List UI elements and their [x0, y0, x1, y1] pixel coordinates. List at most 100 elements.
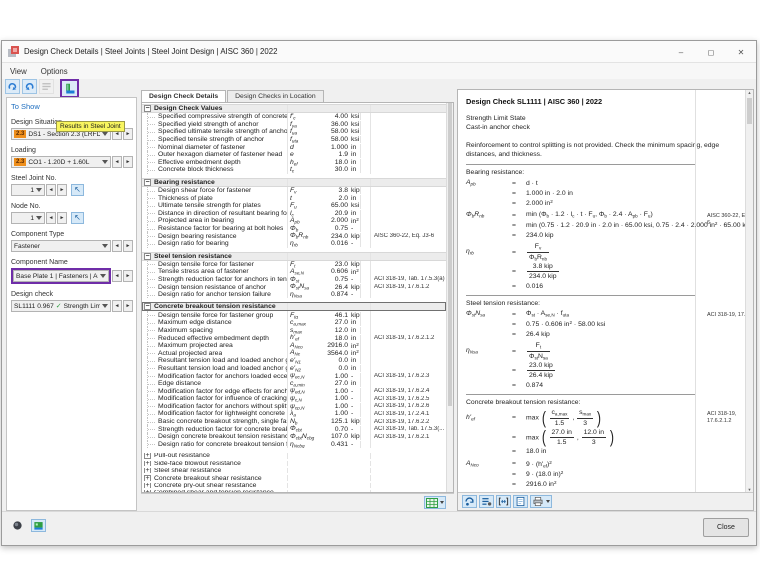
check-value-row[interactable]: Specified compressive strength of concre…	[142, 113, 446, 121]
check-value-row[interactable]: Concrete block thickness tc 30.0 in	[142, 166, 446, 174]
component-name-prev-button[interactable]: ◄	[112, 270, 122, 282]
check-value-row[interactable]: Resultant tension load and loaded anchor…	[142, 364, 446, 373]
jump-to-location-button[interactable]	[22, 79, 37, 94]
expand-icon[interactable]: +	[144, 467, 151, 474]
report-page-button[interactable]	[513, 495, 528, 508]
expand-icon[interactable]: +	[144, 453, 151, 459]
fit-width-button[interactable]	[496, 495, 511, 508]
check-value-row[interactable]: Modification factor for lightweight conc…	[142, 410, 446, 418]
minimize-button[interactable]: –	[678, 47, 684, 57]
check-value-row[interactable]: Modification factor for influence of cra…	[142, 395, 446, 403]
component-name-select[interactable]: Base Plate 1 | Fasteners | Anchor 1, 1	[13, 270, 109, 282]
check-value-row[interactable]: Nominal diameter of fastener d 1.000 in	[142, 143, 446, 151]
collapse-icon[interactable]: −	[144, 252, 151, 260]
check-value-row[interactable]: Projected area in bearing Apb 2.000 in2	[142, 216, 446, 225]
export-table-button[interactable]	[424, 496, 446, 509]
expand-icon[interactable]: +	[144, 482, 151, 489]
check-value-row[interactable]: Modification factor for anchors loaded e…	[142, 372, 446, 380]
check-value-row[interactable]: Design tension resistance of anchor ΦstNs…	[142, 283, 446, 291]
design-check-select[interactable]: SL1111 0.967 ✓ Strength Limit St...	[11, 300, 111, 312]
check-value-row[interactable]: Design ratio for concrete breakout tensi…	[142, 440, 446, 449]
expand-icon[interactable]: +	[144, 490, 151, 492]
result-navigation-button[interactable]	[462, 495, 477, 508]
section-header-row[interactable]: +Combined shear and tension resistance	[142, 489, 446, 492]
check-value-row[interactable]: Ultimate tensile strength for plates Fu 65…	[142, 201, 446, 210]
title-bar[interactable]: Design Check Details | Steel Joints | St…	[2, 41, 756, 63]
component-type-select[interactable]: Fastener	[11, 240, 111, 252]
check-value-row[interactable]: Design tensile force for fastener Ft 23.0 k…	[142, 260, 446, 269]
results-in-steel-joint-button[interactable]	[62, 81, 77, 96]
check-value-row[interactable]: Design bearing resistance ΦbRnb 234.0 kip AI…	[142, 232, 446, 240]
check-value-row[interactable]: Modification factor for anchors without …	[142, 402, 446, 411]
design-check-next-button[interactable]: ►	[123, 300, 133, 312]
check-value-row[interactable]: Maximum edge distance ca,max 27.0 in	[142, 319, 446, 327]
check-value-row[interactable]: Strength reduction factor for anchors in…	[142, 275, 446, 284]
collapse-icon[interactable]: −	[144, 303, 151, 311]
section-header-row[interactable]: + Concrete pry-out shear resistance	[142, 481, 446, 490]
section-header-row[interactable]: + Concrete breakout shear resistance	[142, 474, 446, 482]
loading-select[interactable]: 2.3 CO1 - 1.20D + 1.60L	[11, 156, 111, 168]
check-value-row[interactable]: Basic concrete breakout strength, single…	[142, 417, 446, 426]
check-value-row[interactable]: Design tensile force for fastener group F…	[142, 311, 446, 320]
check-value-row[interactable]: Reduced effective embedment depth h'ef 18.…	[142, 334, 446, 342]
pick-steel-joint-button[interactable]: ↖	[71, 184, 84, 196]
menu-options[interactable]: Options	[40, 66, 68, 76]
close-button[interactable]: Close	[703, 518, 749, 537]
check-value-row[interactable]: Specified ultimate tensile strength of a…	[142, 128, 446, 136]
tab-design-check-details[interactable]: Design Check Details	[141, 90, 227, 102]
collapse-icon[interactable]: −	[144, 105, 151, 112]
check-value-row[interactable]: Strength reduction factor for concrete b…	[142, 425, 446, 433]
node-no-select[interactable]: 1	[11, 212, 45, 224]
check-value-row[interactable]: Resultant tension load and loaded anchor…	[142, 357, 446, 365]
check-value-row[interactable]: Maximum spacing smax 12.0 in	[142, 326, 446, 335]
check-value-row[interactable]: Distance in direction of resultant beari…	[142, 209, 446, 218]
section-header-row[interactable]: + Pull-out resistance	[142, 452, 446, 460]
steel-joint-prev-button[interactable]: ◄	[46, 184, 56, 196]
menu-view[interactable]: View	[10, 66, 27, 76]
scroll-up-icon[interactable]: ▲	[747, 90, 752, 95]
check-value-row[interactable]: Specified yield strength of anchor fya 36.…	[142, 120, 446, 129]
check-value-row[interactable]: Design ratio for anchor tension failure η…	[142, 290, 446, 299]
check-value-row[interactable]: Tensile stress area of fastener Ase,N 0.60…	[142, 267, 446, 276]
check-value-row[interactable]: Design concrete breakout tension resista…	[142, 432, 446, 441]
scroll-down-icon[interactable]: ▼	[747, 487, 752, 492]
tab-design-checks-in-location[interactable]: Design Checks in Location	[227, 90, 324, 102]
check-value-row[interactable]: Design shear force for fastener Fv 3.8 kip	[142, 186, 446, 195]
section-header-row[interactable]: − Steel tension resistance	[142, 251, 446, 261]
check-value-row[interactable]: Outer hexagon diameter of fastener head e…	[142, 150, 446, 159]
design-check-prev-button[interactable]: ◄	[112, 300, 122, 312]
section-header-row[interactable]: − Design Check Values	[142, 104, 446, 113]
detail-settings-button[interactable]	[479, 495, 494, 508]
check-value-row[interactable]: Effective embedment depth hef 18.0 in	[142, 158, 446, 167]
pick-node-button[interactable]: ↖	[71, 212, 84, 224]
section-header-row[interactable]: − Concrete breakout tension resistance	[142, 302, 446, 312]
check-value-row[interactable]: Modification factor for edge effects for…	[142, 387, 446, 395]
component-name-next-button[interactable]: ►	[123, 270, 133, 282]
check-value-row[interactable]: Resistance factor for bearing at bolt ho…	[142, 224, 446, 233]
check-value-row[interactable]: Thickness of plate t 2.0 in	[142, 194, 446, 202]
table-scrollbar[interactable]	[446, 103, 453, 492]
design-situation-next-button[interactable]: ►	[123, 128, 133, 140]
loading-prev-button[interactable]: ◄	[112, 156, 122, 168]
check-value-row[interactable]: Edge distance ca,min 27.0 in	[142, 379, 446, 388]
loading-next-button[interactable]: ►	[123, 156, 133, 168]
show-in-graphic-button[interactable]	[31, 519, 46, 532]
print-button[interactable]	[530, 495, 552, 508]
section-header-row[interactable]: + Steel shear resistance	[142, 466, 446, 475]
node-prev-button[interactable]: ◄	[46, 212, 56, 224]
check-value-row[interactable]: Actual projected area ANc 3564.0 in2	[142, 349, 446, 358]
steel-joint-next-button[interactable]: ►	[57, 184, 67, 196]
show-result-navigator-button[interactable]	[5, 79, 20, 94]
component-type-prev-button[interactable]: ◄	[112, 240, 122, 252]
component-type-next-button[interactable]: ►	[123, 240, 133, 252]
expand-icon[interactable]: +	[144, 475, 151, 481]
section-header-row[interactable]: + Side-face blowout resistance	[142, 459, 446, 467]
expand-icon[interactable]: +	[144, 460, 151, 466]
close-window-button[interactable]: ✕	[737, 47, 745, 57]
node-next-button[interactable]: ►	[57, 212, 67, 224]
maximize-button[interactable]: ◻	[707, 47, 715, 57]
section-header-row[interactable]: − Bearing resistance	[142, 177, 446, 187]
report-scrollbar[interactable]: ▲ ▼	[745, 90, 753, 492]
display-properties-button[interactable]	[10, 519, 25, 532]
steel-joint-no-select[interactable]: 1	[11, 184, 45, 196]
